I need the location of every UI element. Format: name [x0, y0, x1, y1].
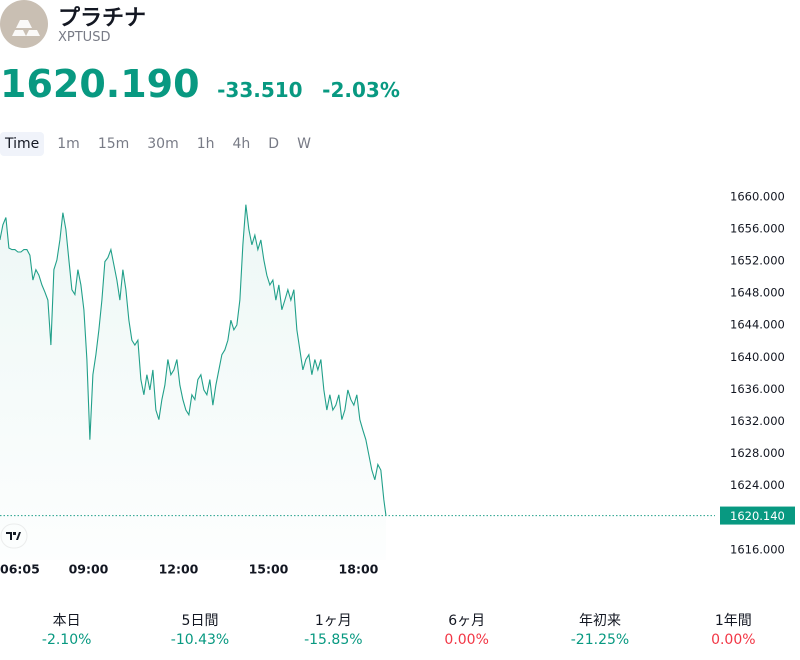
- y-tick-label: 1652.000: [730, 254, 785, 268]
- title: プラチナ: [58, 6, 147, 31]
- performance-value: 0.00%: [711, 632, 756, 648]
- header: プラチナ XPTUSD: [0, 0, 800, 60]
- price-line: [0, 204, 387, 516]
- price: 1620.190: [0, 62, 200, 106]
- performance-value: -15.85%: [304, 632, 363, 648]
- area-fill: [0, 204, 386, 560]
- last-price-label: 1620.140: [730, 509, 785, 523]
- interval-tab[interactable]: 4h: [232, 136, 251, 152]
- performance-item: 年初来 -21.25%: [533, 610, 666, 648]
- change-percent: -2.03%: [322, 78, 400, 102]
- interval-tabs: Time 1m 15m 30m 1h 4h D W: [0, 132, 324, 156]
- performance-label: 1年間: [714, 613, 752, 629]
- symbol-logo: [0, 0, 48, 48]
- performance-value: -2.10%: [41, 632, 92, 648]
- performance: 本日 -2.10% 5日間 -10.43% 1ヶ月 -15.85% 6ヶ月 0.00% 年初来 -…: [0, 610, 800, 648]
- y-tick-label: 1656.000: [730, 221, 785, 235]
- y-tick-label: 1616.000: [730, 542, 785, 556]
- performance-item: 本日 -2.10%: [0, 610, 133, 648]
- interval-tab[interactable]: 1h: [196, 136, 215, 152]
- last-price-box: [720, 506, 795, 525]
- performance-item: 6ヶ月 0.00%: [400, 610, 533, 648]
- performance-item: 5日間 -10.43%: [133, 610, 266, 648]
- y-tick-label: 1640.000: [730, 350, 785, 364]
- performance-value: -21.25%: [570, 632, 630, 648]
- interval-tab[interactable]: 15m: [97, 136, 130, 152]
- y-tick-label: 1636.000: [730, 382, 785, 396]
- performance-label: 5日間: [181, 613, 219, 629]
- interval-tab[interactable]: 1m: [57, 136, 80, 152]
- performance-label: 年初来: [578, 613, 621, 629]
- interval-tab[interactable]: W: [297, 136, 311, 152]
- performance-label: 1ヶ月: [314, 613, 352, 629]
- x-tick-label: 06:05: [0, 562, 40, 577]
- performance-label: 本日: [52, 613, 81, 629]
- change: -33.510: [217, 78, 303, 102]
- symbol: XPTUSD: [58, 30, 111, 45]
- performance-item: 1ヶ月 -15.85%: [267, 610, 400, 648]
- performance-label: 6ヶ月: [448, 613, 486, 629]
- y-tick-label: 1628.000: [730, 446, 785, 460]
- y-tick-label: 1624.000: [730, 478, 785, 492]
- y-tick-label: 1648.000: [730, 286, 785, 300]
- y-tick-label: 1644.000: [730, 318, 785, 332]
- price-row: 1620.190 -33.510 -2.03%: [0, 62, 414, 112]
- logo-icon: [12, 20, 40, 36]
- y-tick-label: 1660.000: [730, 189, 785, 203]
- x-tick-label: 18:00: [339, 562, 379, 577]
- x-tick-label: 15:00: [249, 562, 289, 577]
- performance-item: 1年間 0.00%: [667, 610, 800, 648]
- chart: 1660.000 1656.000 1652.000 1648.000 1644.000…: [0, 189, 795, 577]
- performance-value: -10.43%: [170, 632, 230, 648]
- interval-tab[interactable]: 30m: [147, 136, 179, 152]
- performance-value: 0.00%: [444, 632, 489, 648]
- x-tick-label: 09:00: [69, 562, 109, 577]
- interval-tab[interactable]: Time: [0, 132, 45, 156]
- x-tick-label: 12:00: [159, 562, 199, 577]
- y-tick-label: 1632.000: [730, 414, 785, 428]
- interval-tab[interactable]: D: [268, 136, 280, 152]
